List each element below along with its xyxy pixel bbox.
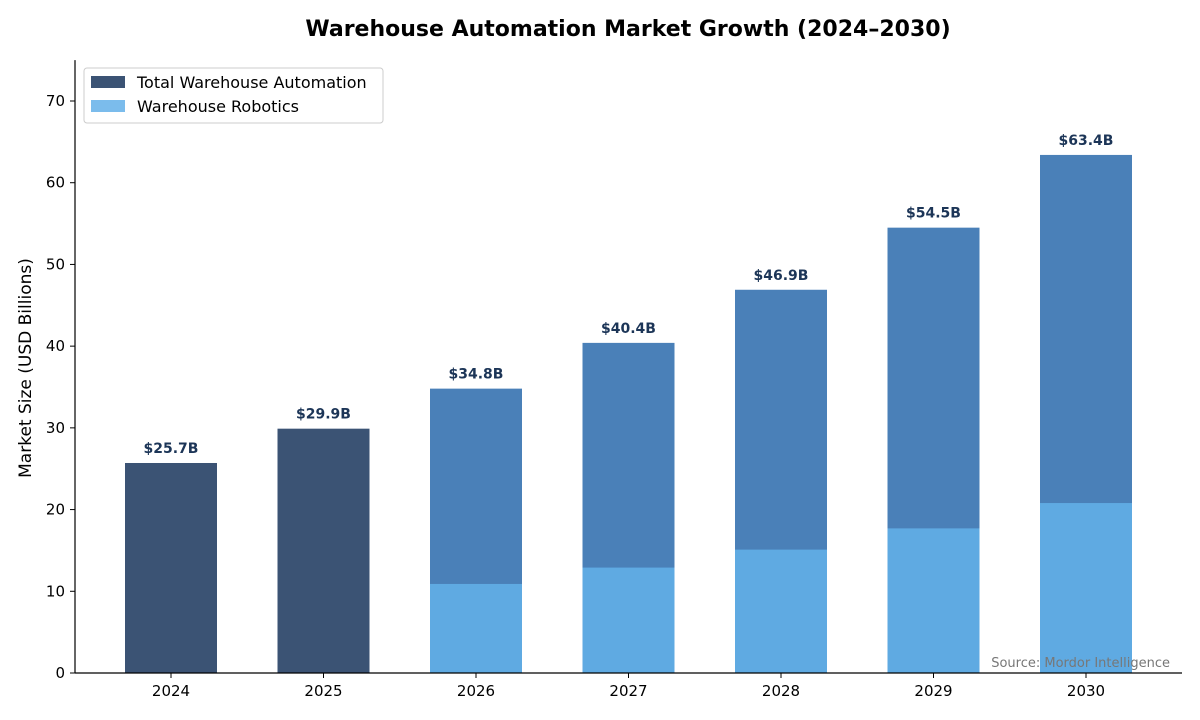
x-tick-label-2029: 2029 — [914, 682, 952, 700]
x-tick-label-2030: 2030 — [1067, 682, 1105, 700]
bar-robotics-2029 — [887, 528, 980, 673]
y-tick-label-50: 50 — [46, 255, 65, 273]
data-label-2025: $29.9B — [296, 407, 351, 423]
x-tick-label-2026: 2026 — [457, 682, 495, 700]
data-label-2024: $25.7B — [144, 441, 199, 457]
bar-total-2024 — [125, 462, 217, 673]
data-label-2028: $46.9B — [754, 268, 809, 284]
data-label-2027: $40.4B — [601, 321, 656, 337]
data-label-2026: $34.8B — [449, 367, 504, 383]
source-annotation: Source: Mordor Intelligence — [991, 656, 1170, 671]
y-tick-label-60: 60 — [46, 174, 65, 192]
y-axis-label: Market Size (USD Billions) — [16, 258, 36, 478]
bar-robotics-2026 — [430, 583, 522, 673]
y-tick-label-20: 20 — [46, 501, 65, 519]
data-label-2030: $63.4B — [1059, 133, 1114, 149]
x-tick-label-2025: 2025 — [304, 682, 342, 700]
legend-label-robotics: Warehouse Robotics — [137, 97, 299, 116]
bar-total-2025 — [277, 428, 370, 673]
bar-robotics-2028 — [735, 549, 827, 673]
legend-swatch-total — [91, 76, 125, 88]
x-tick-label-2027: 2027 — [609, 682, 647, 700]
x-tick-label-2024: 2024 — [152, 682, 190, 700]
data-label-2029: $54.5B — [906, 206, 961, 222]
bar-robotics-2030 — [1040, 503, 1132, 673]
y-tick-label-10: 10 — [46, 582, 65, 600]
legend: Total Warehouse Automation Warehouse Rob… — [83, 67, 384, 124]
x-tick-label-2028: 2028 — [762, 682, 800, 700]
chart-title: Warehouse Automation Market Growth (2024… — [305, 17, 950, 42]
y-tick-label-30: 30 — [46, 419, 65, 437]
legend-swatch-robotics — [91, 100, 125, 112]
y-tick-label-0: 0 — [55, 664, 65, 682]
bar-robotics-2027 — [582, 567, 675, 673]
y-tick-label-70: 70 — [46, 92, 65, 110]
y-tick-label-40: 40 — [46, 337, 65, 355]
legend-label-total: Total Warehouse Automation — [136, 73, 367, 92]
